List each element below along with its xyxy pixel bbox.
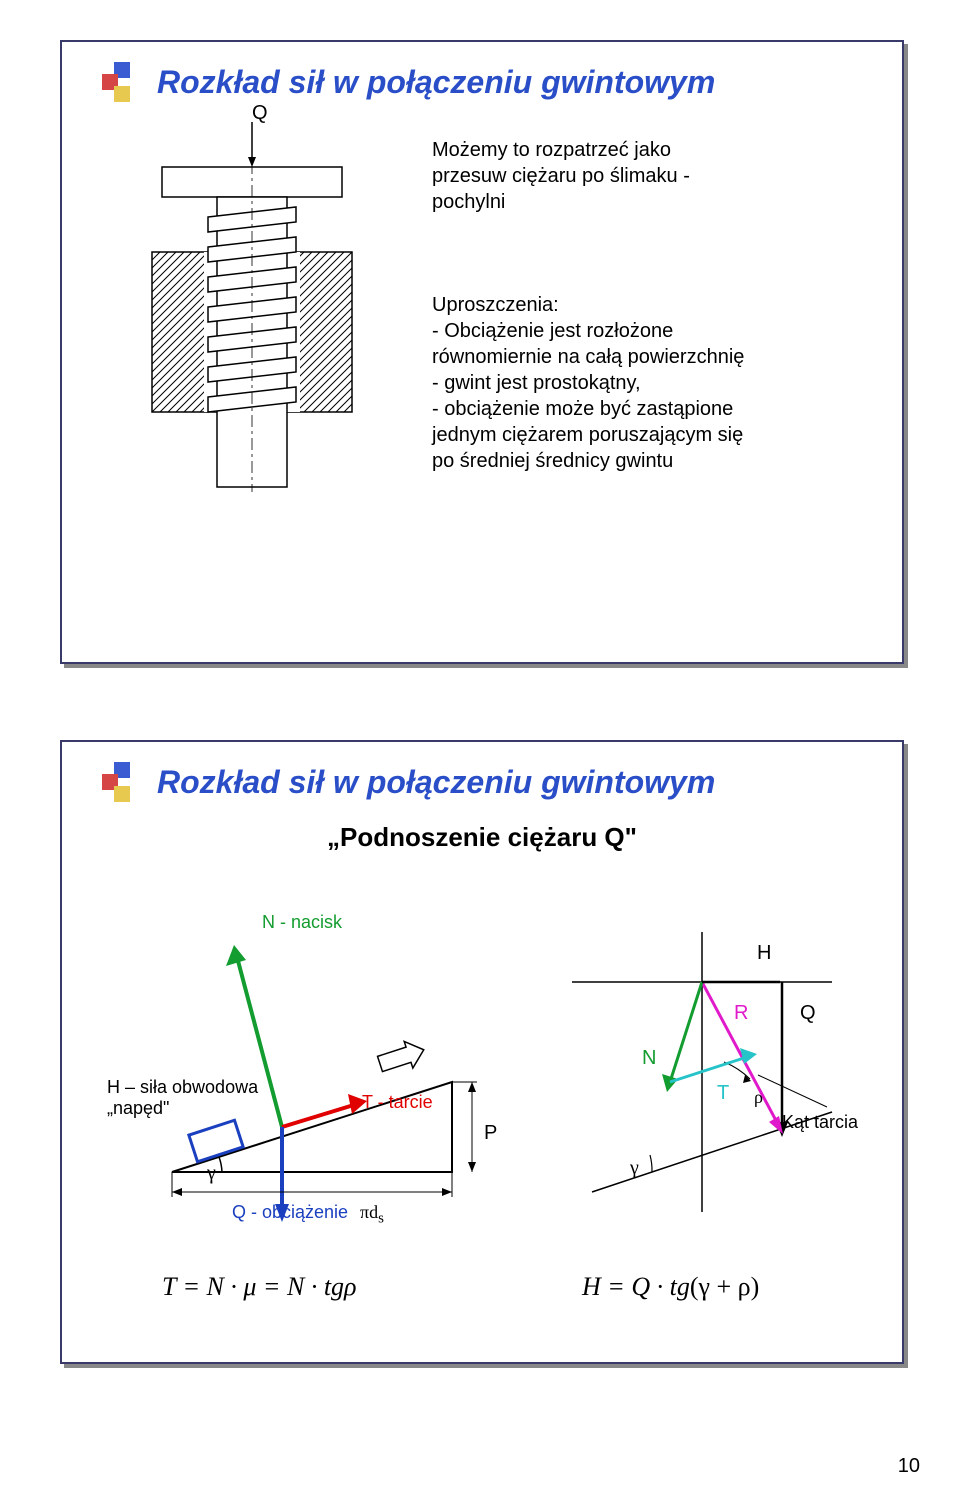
text-line: pochylni [432, 189, 690, 215]
logo-icon [92, 62, 142, 112]
r-label: R [734, 1002, 748, 1025]
slide-2: Rozkład sił w połączeniu gwintowym „Podn… [60, 740, 904, 1364]
slide2-subtitle: „Podnoszenie ciężaru Q" [62, 822, 902, 853]
text-line: Możemy to rozpatrzeć jako [432, 137, 690, 163]
equation-1: T = N · μ = N · tgρ [162, 1272, 357, 1302]
text-line: „napęd" [107, 1098, 258, 1119]
equation-2: H = Q · tg(γ + ρ) [582, 1272, 759, 1302]
n-label-right: N [642, 1047, 656, 1070]
p-label: P [484, 1122, 497, 1145]
q-label: Q [252, 102, 268, 125]
text-line: przesuw ciężaru po ślimaku - [432, 163, 690, 189]
h-label: H [757, 942, 771, 965]
q-obc-label: Q - obciążenie [232, 1202, 348, 1223]
gamma-label: γ [207, 1162, 216, 1185]
rho-label: ρ [754, 1087, 763, 1108]
slide1-para2: Uproszczenia: - Obciążenie jest rozłożon… [432, 292, 744, 474]
logo-icon [92, 762, 142, 812]
eq-span: (γ + ρ) [690, 1272, 759, 1301]
kat-tarcia-label: Kąt tarcia [782, 1112, 858, 1133]
left-force-diagram [102, 882, 502, 1232]
slide2-title: Rozkład sił w połączeniu gwintowym [157, 764, 715, 801]
text-line: - obciążenie może być zastąpione [432, 396, 744, 422]
gamma-label-right: γ [630, 1157, 639, 1180]
h-legend: H – siła obwodowa „napęd" [107, 1077, 258, 1119]
screw-diagram [122, 122, 382, 492]
text-line: - Obciążenie jest rozłożone [432, 318, 744, 344]
text-span: πd [360, 1202, 378, 1222]
eq-span: H = Q · tg [582, 1272, 690, 1301]
q-label-right: Q [800, 1002, 816, 1025]
text-line: - gwint jest prostokątny, [432, 370, 744, 396]
page-number: 10 [898, 1455, 920, 1478]
slide1-para1: Możemy to rozpatrzeć jako przesuw ciężar… [432, 137, 690, 215]
slide1-title: Rozkład sił w połączeniu gwintowym [157, 64, 715, 101]
page: Rozkład sił w połączeniu gwintowym [0, 0, 960, 1498]
right-force-diagram [552, 912, 882, 1232]
text-line: H – siła obwodowa [107, 1077, 258, 1098]
pids-label: πds [360, 1202, 384, 1228]
slide-1: Rozkład sił w połączeniu gwintowym [60, 40, 904, 664]
text-line: równomiernie na całą powierzchnię [432, 344, 744, 370]
text-line: jednym ciężarem poruszającym się [432, 422, 744, 448]
text-line: Uproszczenia: [432, 292, 744, 318]
text-sub: s [378, 1211, 384, 1227]
n-nacisk-label: N - nacisk [262, 912, 342, 933]
t-tarcie-label: T - tarcie [362, 1092, 433, 1113]
t-label-right: T [717, 1082, 729, 1105]
text-line: po średniej średnicy gwintu [432, 448, 744, 474]
